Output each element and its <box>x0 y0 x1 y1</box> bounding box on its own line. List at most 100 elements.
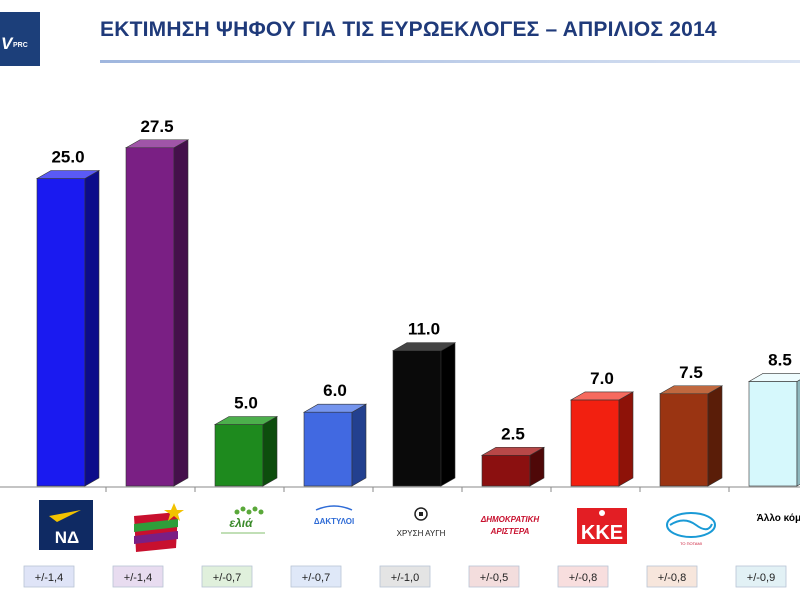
moe-box <box>468 565 520 588</box>
bar-top <box>569 391 635 401</box>
moe-label: +/-0,8 <box>569 572 597 584</box>
bar-front <box>125 147 175 487</box>
bar-xa <box>391 342 457 487</box>
moe-label: +/-1,4 <box>35 572 63 584</box>
bar-side <box>618 391 634 487</box>
bar-side <box>796 379 800 487</box>
bar-nd <box>35 169 101 487</box>
moe-box <box>557 565 609 588</box>
moe-label: +/-1,4 <box>124 572 152 584</box>
moe-label: +/-0,7 <box>213 572 241 584</box>
bar-front <box>303 411 353 487</box>
value-label-nd: 25.0 <box>51 148 84 167</box>
wave-icon <box>315 505 353 511</box>
bar-side <box>84 169 100 487</box>
elia-logo-text: ελιά <box>229 516 253 530</box>
olive-leaf-icon <box>240 506 246 512</box>
bar-side <box>262 415 278 487</box>
bar-side <box>707 385 723 487</box>
moe-dimar: +/-0,5 <box>468 565 520 588</box>
value-label-dimiourgia: 6.0 <box>323 381 347 400</box>
party-logo-dimiourgia: ΔΑΚΤΥΛΟΙ <box>314 505 354 526</box>
bar-syriza <box>124 139 190 487</box>
nd-logo-text: ΝΔ <box>55 528 80 547</box>
bar-top <box>213 416 279 425</box>
bar-front <box>481 454 531 487</box>
moe-box <box>112 565 164 588</box>
nd-torch-icon <box>49 510 81 522</box>
other-party-label: Άλλο κόμμα <box>757 513 800 524</box>
value-label-potami: 7.5 <box>679 363 703 382</box>
bar-other <box>747 373 800 487</box>
logo-letter: V <box>1 34 13 53</box>
bar-front <box>392 350 442 487</box>
bar-top <box>658 385 724 395</box>
party-logo-syriza <box>134 503 184 552</box>
hammer-sickle-icon <box>599 510 605 516</box>
bar-front <box>570 399 620 487</box>
moe-label: +/-0,5 <box>480 572 508 584</box>
party-logo-dimar: ΔΗΜΟΚΡΑΤΙΚΗ ΑΡΙΣΤΕΡΑ <box>480 515 539 536</box>
party-logo-xa: ΧΡΥΣΗ ΑΥΓΗ <box>397 507 446 538</box>
party-logo-kke: ΚΚΕ <box>577 508 627 544</box>
moe-potami: +/-0,8 <box>646 565 698 588</box>
value-label-xa: 11.0 <box>408 320 440 339</box>
meander-mark <box>419 512 423 516</box>
title-underline <box>100 60 800 63</box>
moe-label: +/-1,0 <box>391 572 419 584</box>
bar-top <box>480 446 546 456</box>
value-label-dimar: 2.5 <box>501 424 525 443</box>
party-logo-nd: ΝΔ <box>39 500 93 550</box>
moe-box <box>379 565 431 588</box>
dimiourgia-logo-text: ΔΑΚΤΥΛΟΙ <box>314 517 354 526</box>
moe-elia: +/-0,7 <box>201 565 253 588</box>
bar-top <box>35 170 101 179</box>
bar-top <box>302 403 368 413</box>
moe-nd: +/-1,4 <box>23 565 75 588</box>
bar-top <box>747 373 800 382</box>
moe-box <box>201 565 253 588</box>
olive-leaf-icon <box>246 509 252 515</box>
moe-syriza: +/-1,4 <box>112 565 164 588</box>
river-wave <box>669 519 713 531</box>
potami-logo-text: ΤΟ ΠΟΤΑΜΙ <box>680 541 702 546</box>
dimar-logo-text-line2: ΑΡΙΣΤΕΡΑ <box>490 527 530 536</box>
moe-box <box>290 565 342 588</box>
bar-potami <box>658 385 724 487</box>
syriza-stripe-green <box>134 519 178 532</box>
party-logo-other: Άλλο κόμμα <box>757 513 800 524</box>
bar-side <box>440 342 456 487</box>
value-label-kke: 7.0 <box>590 369 614 388</box>
star-icon <box>164 503 184 521</box>
value-label-elia: 5.0 <box>234 394 258 413</box>
nd-logo-box <box>39 500 93 550</box>
vprc-logo: V PRC <box>0 12 40 66</box>
kke-logo-text: ΚΚΕ <box>581 522 623 544</box>
xa-logo-text: ΧΡΥΣΗ ΑΥΓΗ <box>397 529 446 538</box>
moe-label: +/-0,9 <box>747 572 775 584</box>
moe-kke: +/-0,8 <box>557 565 609 588</box>
syriza-stripe-purple <box>134 531 178 544</box>
bar-dimar <box>480 446 546 487</box>
bar-side <box>173 139 189 487</box>
bar-front <box>36 178 86 487</box>
party-logo-elia: ελιά <box>221 506 265 534</box>
olive-leaf-icon <box>258 509 264 515</box>
olive-leaf-icon <box>252 506 258 512</box>
bar-elia <box>213 415 279 487</box>
moe-label: +/-0,7 <box>302 572 330 584</box>
moe-label: +/-0,8 <box>658 572 686 584</box>
moe-box <box>23 565 75 588</box>
moe-dimiourgia: +/-0,7 <box>290 565 342 588</box>
value-label-syriza: 27.5 <box>140 117 173 136</box>
moe-box <box>735 565 787 588</box>
bar-top <box>391 342 457 352</box>
bar-front <box>748 381 798 487</box>
value-label-other: 8.5 <box>768 350 792 369</box>
olive-leaf-icon <box>234 509 240 515</box>
moe-other: +/-0,9 <box>735 565 787 588</box>
logo-sub: PRC <box>13 42 28 49</box>
river-icon <box>666 512 716 538</box>
chart-title: ΕΚΤΙΜΗΣΗ ΨΗΦΟΥ ΓΙΑ ΤΙΣ ΕΥΡΩΕΚΛΟΓΕΣ – ΑΠΡ… <box>100 18 717 41</box>
